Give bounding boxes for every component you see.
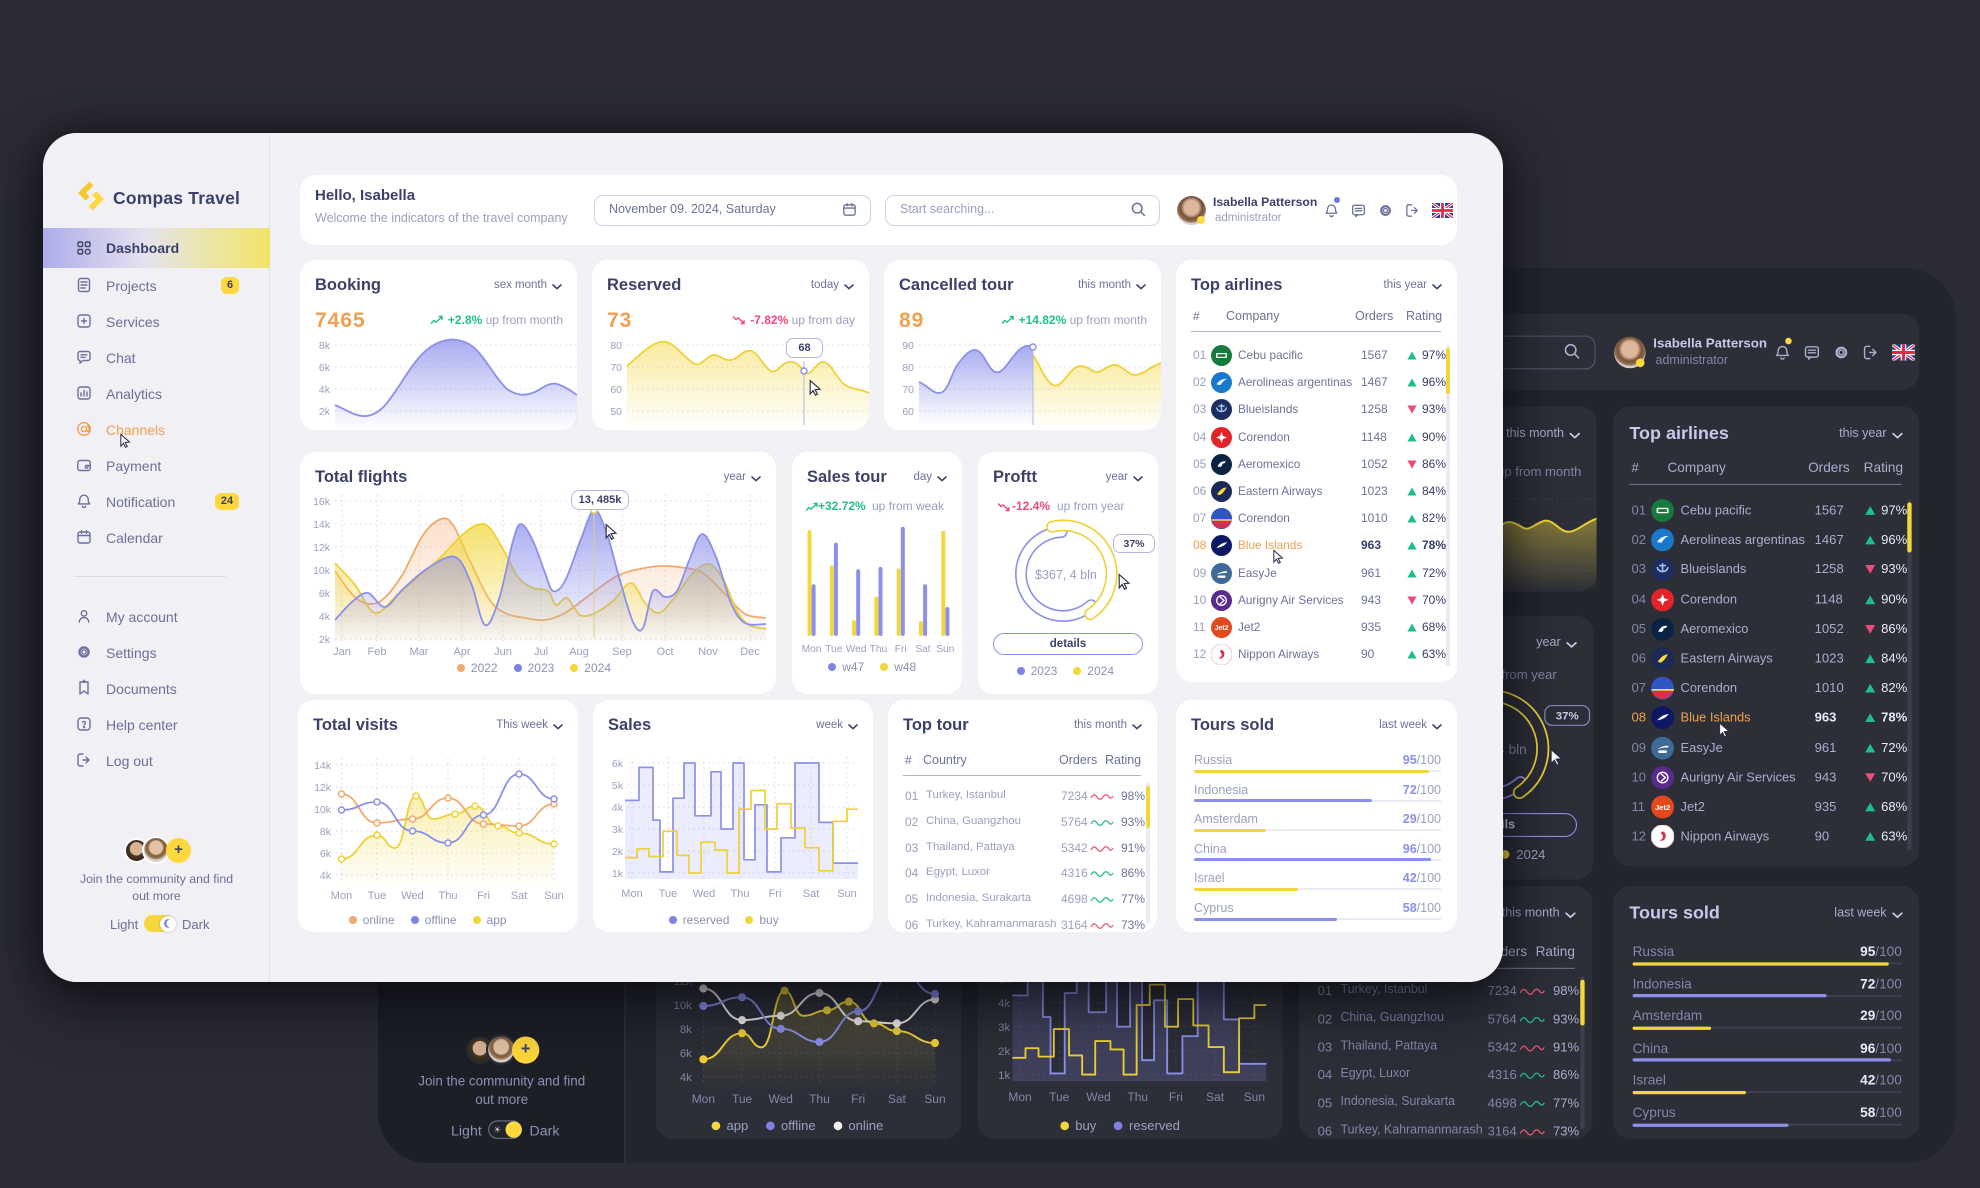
svg-text:5k: 5k: [612, 780, 624, 792]
svg-text:4k: 4k: [612, 802, 624, 814]
svg-text:Jet2: Jet2: [1655, 803, 1670, 812]
svg-text:Sun: Sun: [1244, 1090, 1265, 1104]
svg-text:Tue: Tue: [732, 1092, 753, 1106]
svg-text:Tue: Tue: [825, 644, 843, 655]
svg-text:50: 50: [610, 406, 622, 418]
svg-text:Sat: Sat: [888, 1092, 907, 1106]
svg-text:Thu: Thu: [809, 1092, 830, 1106]
svg-text:Jet2: Jet2: [1214, 625, 1228, 632]
svg-text:70: 70: [610, 362, 622, 374]
svg-text:Tue: Tue: [368, 890, 387, 902]
svg-text:Apr: Apr: [453, 646, 470, 658]
svg-text:Dec: Dec: [740, 646, 760, 658]
svg-text:3k: 3k: [612, 824, 624, 836]
svg-text:8k: 8k: [320, 826, 332, 838]
svg-text:Fri: Fri: [1169, 1090, 1183, 1104]
svg-text:Mon: Mon: [1008, 1090, 1031, 1104]
svg-text:Wed: Wed: [846, 644, 867, 655]
svg-text:2k: 2k: [998, 1046, 1010, 1058]
svg-text:Sat: Sat: [511, 890, 528, 902]
svg-text:Fri: Fri: [851, 1092, 865, 1106]
svg-text:Sat: Sat: [1206, 1090, 1225, 1104]
svg-text:90: 90: [902, 340, 914, 352]
svg-text:16k: 16k: [313, 496, 331, 508]
svg-text:Wed: Wed: [1086, 1090, 1110, 1104]
svg-text:4k: 4k: [998, 998, 1010, 1010]
svg-text:1k: 1k: [998, 1070, 1010, 1082]
svg-text:Thu: Thu: [439, 890, 458, 902]
svg-text:Jan: Jan: [333, 646, 351, 658]
svg-text:Mon: Mon: [331, 890, 352, 902]
svg-text:4k: 4k: [319, 611, 331, 623]
svg-text:3k: 3k: [998, 1022, 1010, 1034]
svg-text:Oct: Oct: [656, 646, 673, 658]
svg-text:60: 60: [902, 406, 914, 418]
svg-text:Aug: Aug: [569, 646, 589, 658]
svg-text:80: 80: [610, 340, 622, 352]
svg-text:8k: 8k: [680, 1024, 692, 1036]
svg-text:Sat: Sat: [915, 644, 930, 655]
svg-text:Tue: Tue: [1049, 1090, 1070, 1104]
svg-text:14k: 14k: [314, 760, 332, 772]
svg-text:Mar: Mar: [410, 646, 429, 658]
svg-text:Wed: Wed: [693, 888, 715, 900]
svg-text:Fri: Fri: [769, 888, 782, 900]
svg-text:10k: 10k: [313, 565, 331, 577]
svg-text:Jun: Jun: [494, 646, 512, 658]
svg-text:Wed: Wed: [401, 890, 423, 902]
svg-text:6k: 6k: [320, 848, 332, 860]
svg-text:Mon: Mon: [802, 644, 822, 655]
svg-text:12k: 12k: [313, 542, 331, 554]
svg-text:Thu: Thu: [731, 888, 750, 900]
svg-text:Sun: Sun: [837, 888, 857, 900]
svg-text:70: 70: [902, 384, 914, 396]
svg-text:Fri: Fri: [477, 890, 490, 902]
svg-text:12k: 12k: [673, 976, 692, 988]
svg-text:Mon: Mon: [692, 1092, 715, 1106]
svg-text:4k: 4k: [320, 870, 332, 882]
svg-text:4k: 4k: [680, 1072, 692, 1084]
svg-text:8k: 8k: [319, 340, 331, 352]
svg-text:6k: 6k: [319, 362, 331, 374]
svg-text:6k: 6k: [680, 1048, 692, 1060]
svg-text:10k: 10k: [673, 1000, 692, 1012]
svg-text:Sep: Sep: [612, 646, 632, 658]
svg-text:2k: 2k: [319, 406, 331, 418]
svg-text:4k: 4k: [319, 384, 331, 396]
svg-text:Sun: Sun: [544, 890, 564, 902]
svg-text:6k: 6k: [319, 588, 331, 600]
svg-text:2k: 2k: [319, 634, 331, 646]
svg-text:2k: 2k: [612, 846, 624, 858]
svg-text:6k: 6k: [612, 758, 624, 770]
svg-text:Mon: Mon: [621, 888, 642, 900]
svg-text:Thu: Thu: [870, 644, 888, 655]
svg-text:Jul: Jul: [534, 646, 548, 658]
svg-text:14k: 14k: [313, 519, 331, 531]
svg-text:Sun: Sun: [936, 644, 954, 655]
svg-text:Wed: Wed: [769, 1092, 793, 1106]
svg-text:10k: 10k: [314, 804, 332, 816]
svg-text:Nov: Nov: [698, 646, 718, 658]
svg-text:1k: 1k: [612, 868, 624, 880]
svg-text:Sat: Sat: [803, 888, 820, 900]
svg-text:80: 80: [902, 362, 914, 374]
svg-text:Fri: Fri: [895, 644, 907, 655]
svg-text:Sun: Sun: [924, 1092, 945, 1106]
svg-text:Tue: Tue: [659, 888, 678, 900]
svg-text:60: 60: [610, 384, 622, 396]
svg-text:12k: 12k: [314, 782, 332, 794]
svg-text:Thu: Thu: [1127, 1090, 1148, 1104]
svg-text:Feb: Feb: [368, 646, 387, 658]
